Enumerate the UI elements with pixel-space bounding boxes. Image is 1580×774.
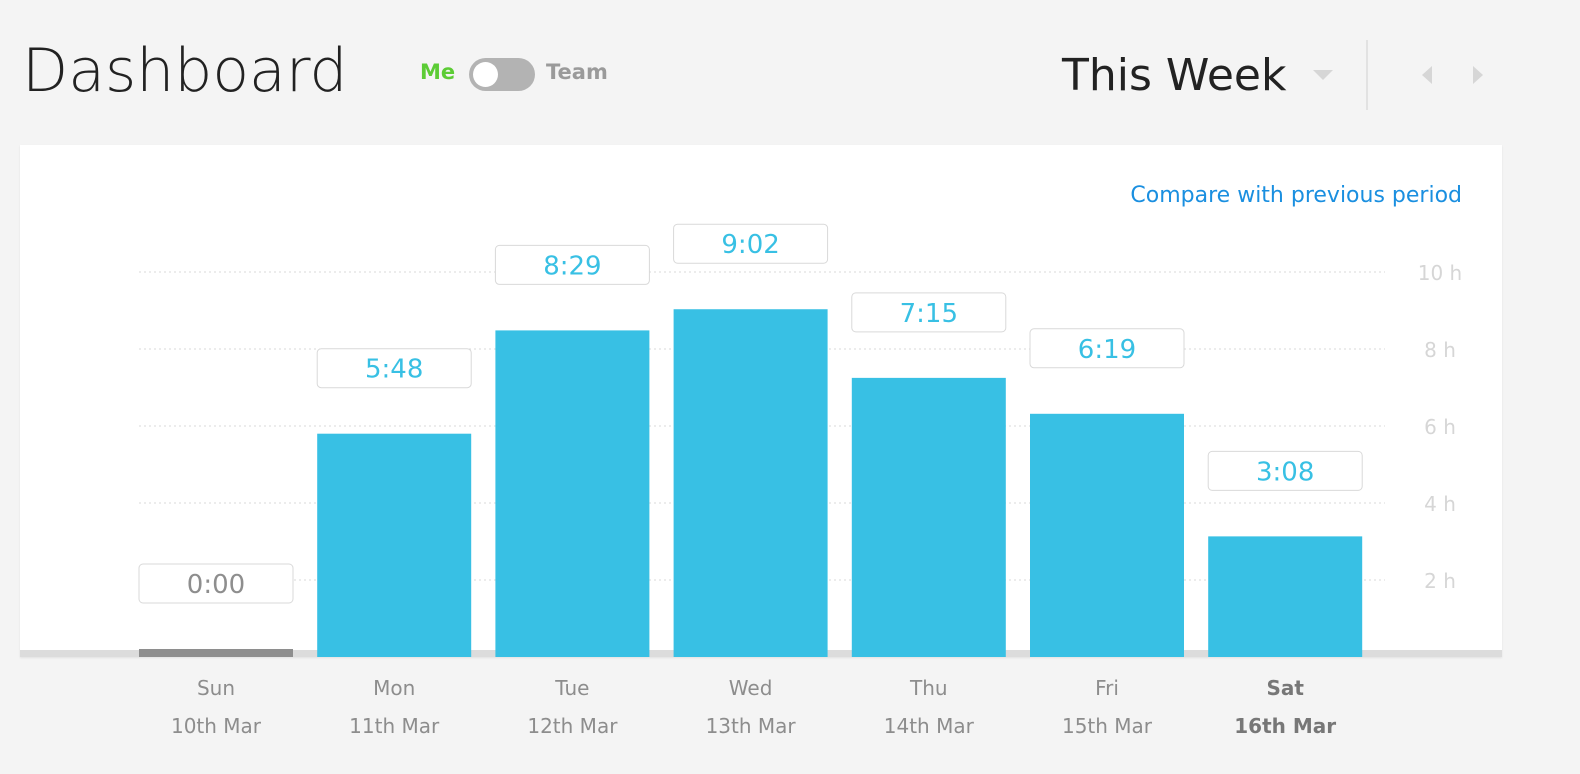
toggle-team-label[interactable]: Team <box>546 60 608 84</box>
bar-sat[interactable] <box>1208 536 1363 657</box>
data-label-box <box>1029 328 1185 369</box>
day-date: 16th Mar <box>1234 714 1337 738</box>
data-label-box <box>138 563 294 604</box>
x-tick-label: Wed 13th Mar <box>662 669 840 745</box>
data-label-box <box>1207 450 1363 491</box>
data-label: 0:00 <box>187 570 245 600</box>
bar-sun[interactable] <box>139 649 293 657</box>
day-date: 12th Mar <box>527 714 618 738</box>
y-tick-label: 10 h <box>1418 261 1462 285</box>
day-date: 10th Mar <box>170 714 262 738</box>
day-date: 13th Mar <box>705 714 796 738</box>
next-period-icon[interactable] <box>1473 66 1483 84</box>
x-tick-label: Thu 14th Mar <box>840 669 1018 745</box>
data-label: 3:08 <box>1256 457 1314 487</box>
divider <box>1366 40 1368 110</box>
y-tick-label: 2 h <box>1424 569 1456 593</box>
x-tick-label: Sat 16th Mar <box>1196 669 1374 745</box>
bar-mon[interactable] <box>317 433 472 657</box>
x-tick-label: Fri 15th Mar <box>1018 669 1196 745</box>
y-tick-label: 4 h <box>1424 492 1456 516</box>
day-name: Fri <box>1095 676 1119 700</box>
data-label: 6:19 <box>1078 335 1136 365</box>
day-name: Tue <box>555 676 590 700</box>
bar-tue[interactable] <box>495 330 650 657</box>
data-label-box <box>673 223 829 264</box>
toggle-knob <box>473 62 498 87</box>
y-tick-label: 8 h <box>1424 338 1456 362</box>
data-label-box <box>316 348 472 389</box>
x-tick-label: Mon 11th Mar <box>305 669 483 745</box>
day-name: Wed <box>728 676 773 700</box>
day-name: Sat <box>1266 676 1304 700</box>
page-title: Dashboard <box>22 36 348 106</box>
data-label: 7:15 <box>900 299 958 329</box>
day-name: Sun <box>196 676 236 700</box>
period-dropdown[interactable]: This Week <box>1062 50 1287 101</box>
data-label: 9:02 <box>721 230 779 260</box>
previous-period-icon[interactable] <box>1422 66 1432 84</box>
compare-previous-link[interactable]: Compare with previous period <box>1130 183 1462 208</box>
me-team-toggle[interactable] <box>469 58 535 91</box>
data-label-box <box>851 292 1007 333</box>
bar-thu[interactable] <box>851 377 1006 657</box>
data-label: 5:48 <box>365 355 423 385</box>
x-tick-label: Sun 10th Mar <box>127 669 305 745</box>
y-tick-label: 6 h <box>1424 415 1456 439</box>
bar-fri[interactable] <box>1030 413 1184 657</box>
data-label: 8:29 <box>543 251 601 281</box>
day-date: 14th Mar <box>883 714 974 738</box>
chevron-down-icon[interactable] <box>1313 70 1333 80</box>
day-name: Mon <box>373 676 416 700</box>
bar-wed[interactable] <box>673 309 828 657</box>
toggle-me-label[interactable]: Me <box>420 60 456 84</box>
day-name: Thu <box>910 676 948 700</box>
x-tick-label: Tue 12th Mar <box>483 669 661 745</box>
day-date: 11th Mar <box>349 714 440 738</box>
day-date: 15th Mar <box>1061 714 1153 738</box>
data-label-box <box>494 244 650 285</box>
